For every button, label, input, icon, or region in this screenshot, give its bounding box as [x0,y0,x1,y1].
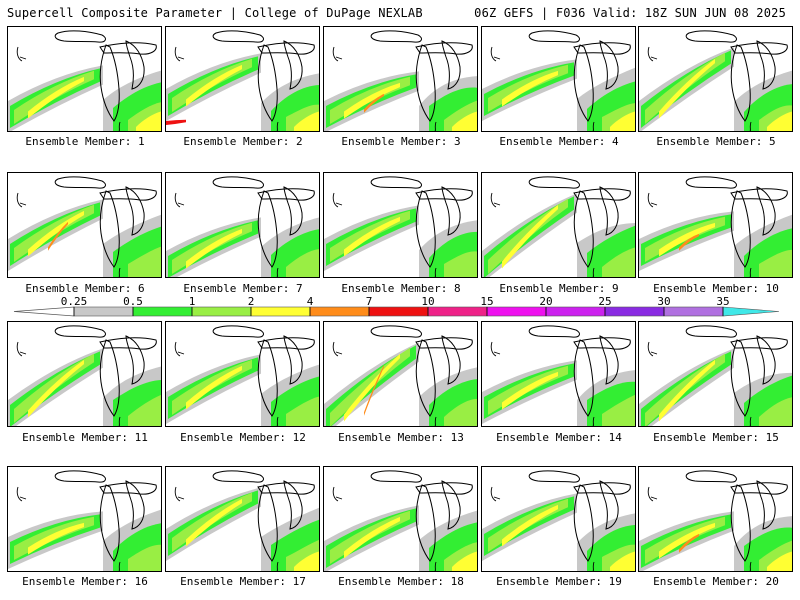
ensemble-member-caption: Ensemble Member: 19 [496,575,622,588]
ensemble-member-caption: Ensemble Member: 1 [25,135,145,148]
ensemble-member-caption: Ensemble Member: 8 [341,282,461,295]
ensemble-member-caption: Ensemble Member: 5 [656,135,776,148]
ensemble-member-caption: Ensemble Member: 11 [22,431,148,444]
colorbar-tick-label: 25 [598,297,611,308]
ensemble-member-map [481,172,636,278]
map-title: Supercell Composite Parameter | College … [7,6,423,20]
ensemble-member-map [7,321,162,427]
colorbar-segment [368,306,429,317]
colorbar-tick-label: 30 [657,297,670,308]
ensemble-member-caption: Ensemble Member: 9 [499,282,619,295]
ensemble-member-caption: Ensemble Member: 2 [183,135,303,148]
ensemble-member-caption: Ensemble Member: 12 [180,431,306,444]
colorbar-tick-label: 4 [307,297,314,308]
ensemble-member-map [638,26,793,132]
ensemble-member-map [323,321,478,427]
ensemble-member-map [481,26,636,132]
colorbar-segment [132,306,193,317]
colorbar-tick-label: 7 [366,297,373,308]
ensemble-member-caption: Ensemble Member: 18 [338,575,464,588]
colorbar-tick-label: 1 [189,297,196,308]
ensemble-member-caption: Ensemble Member: 14 [496,431,622,444]
ensemble-member-map [323,172,478,278]
ensemble-member-map [165,172,320,278]
ensemble-member-caption: Ensemble Member: 10 [653,282,779,295]
colorbar-tick-label: 35 [716,297,729,308]
colorbar-segment [663,306,724,317]
colorbar-tick-label: 10 [421,297,434,308]
ensemble-member-map [165,321,320,427]
ensemble-member-map [323,466,478,572]
colorbar-tick-label: 2 [248,297,255,308]
ensemble-member-caption: Ensemble Member: 6 [25,282,145,295]
colorbar-segment [309,306,370,317]
ensemble-member-map [638,466,793,572]
colorbar-segment [486,306,547,317]
ensemble-member-map [638,321,793,427]
colorbar-segment [604,306,665,317]
colorbar-segment [73,306,134,317]
ensemble-member-map [165,466,320,572]
ensemble-member-caption: Ensemble Member: 15 [653,431,779,444]
colorbar-segment [545,306,606,317]
colorbar-tick-label: 0.25 [61,297,88,308]
ensemble-member-map [165,26,320,132]
ensemble-member-caption: Ensemble Member: 20 [653,575,779,588]
ensemble-member-caption: Ensemble Member: 3 [341,135,461,148]
colorbar-tick-label: 0.5 [123,297,143,308]
color-scale-legend: 0.25 0.5 1 2 4 7 10 15 20 25 30 35 [13,297,780,317]
ensemble-member-caption: Ensemble Member: 16 [22,575,148,588]
ensemble-member-map [481,466,636,572]
colorbar-tick-label: 20 [539,297,552,308]
valid-time: 06Z GEFS | F036 Valid: 18Z SUN JUN 08 20… [474,6,786,20]
colorbar-tick-label: 15 [480,297,493,308]
ensemble-member-map [638,172,793,278]
ensemble-member-map [7,172,162,278]
ensemble-member-caption: Ensemble Member: 4 [499,135,619,148]
ensemble-member-map [7,466,162,572]
colorbar-segment [250,306,311,317]
ensemble-member-map [481,321,636,427]
ensemble-member-map [7,26,162,132]
ensemble-member-caption: Ensemble Member: 7 [183,282,303,295]
colorbar-segment [191,306,252,317]
ensemble-member-map [323,26,478,132]
ensemble-member-caption: Ensemble Member: 13 [338,431,464,444]
ensemble-member-caption: Ensemble Member: 17 [180,575,306,588]
colorbar-segment [427,306,488,317]
